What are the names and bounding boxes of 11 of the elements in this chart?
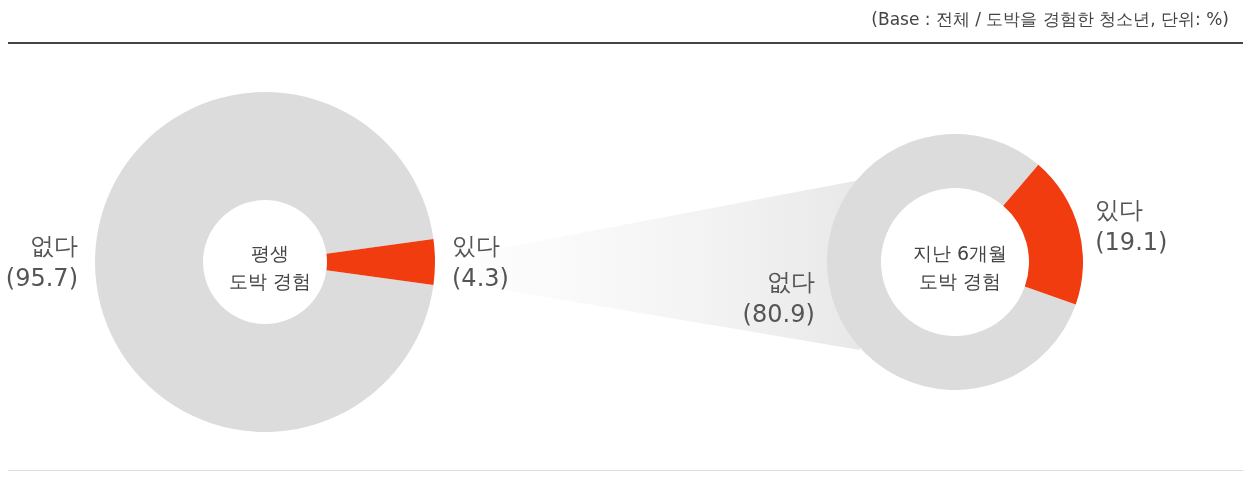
text: (Base : 전체 / 도박을 경험한 청소년, 단위: %) [871, 8, 1229, 31]
slice-label: 없다 [766, 268, 815, 297]
data-label: (95.7) [5, 264, 78, 292]
data-label: (4.3) [452, 264, 509, 292]
slice-label: 있다 [452, 232, 500, 260]
data-label: (19.1) [1095, 227, 1168, 256]
data-label: (80.9) [742, 300, 815, 329]
text: 평생 도박 경험 [228, 242, 312, 292]
text: 지난 6개월 도박 경험 [912, 242, 1008, 292]
slice-label: 없다 [30, 232, 78, 260]
slice-label: 있다 [1095, 195, 1144, 224]
